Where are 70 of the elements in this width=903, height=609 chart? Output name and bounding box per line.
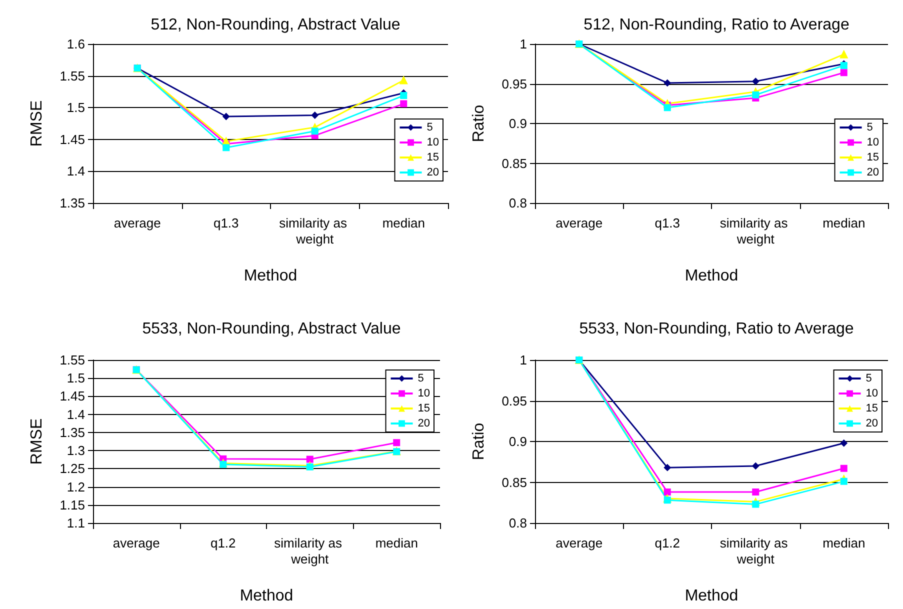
- y-tick-label: 1.1: [66, 516, 85, 530]
- y-tick-label: 1: [520, 36, 527, 52]
- y-axis-title: RMSE: [28, 418, 46, 465]
- x-axis-title: Method: [684, 588, 738, 604]
- legend-label: 5: [866, 372, 872, 384]
- y-tick-label: 1.5: [66, 370, 85, 386]
- legend-label: 15: [866, 152, 880, 164]
- x-tick-label: q1.2: [210, 536, 236, 550]
- y-tick-label: 0.95: [502, 76, 527, 92]
- y-tick-label: 1.45: [60, 388, 85, 404]
- y-axis-title: Ratio: [470, 104, 488, 142]
- x-tick-label: q1.3: [213, 216, 239, 230]
- y-tick-label: 1.2: [66, 479, 85, 494]
- chart-title: 512, Non-Rounding, Ratio to Average: [584, 16, 850, 34]
- y-tick-label: 0.9: [508, 434, 527, 449]
- y-axis-title: Ratio: [470, 422, 488, 460]
- legend-label: 20: [426, 166, 440, 178]
- x-axis-title: Method: [244, 268, 298, 284]
- legend-label: 5: [418, 372, 424, 384]
- legend-label: 20: [866, 418, 878, 430]
- legend-label: 20: [866, 166, 880, 178]
- x-tick-label: similarity as weight: [720, 536, 792, 566]
- y-tick-label: 0.95: [502, 393, 527, 408]
- x-tick-label: median: [822, 216, 866, 230]
- x-tick-label: median: [375, 536, 418, 550]
- y-tick-label: 1.4: [66, 406, 85, 422]
- y-tick-label: 1.55: [60, 352, 85, 368]
- y-tick-label: 1.4: [66, 164, 85, 179]
- x-axis-title: Method: [240, 588, 294, 604]
- legend-label: 10: [426, 136, 440, 148]
- y-axis-title: RMSE: [28, 100, 46, 147]
- y-tick-label: 1.25: [60, 461, 85, 476]
- y-tick-label: 0.9: [508, 116, 527, 131]
- x-tick-label: average: [112, 536, 160, 550]
- legend-label: 5: [426, 122, 433, 134]
- y-tick-label: 1.35: [60, 196, 85, 210]
- y-tick-label: 1.45: [60, 132, 85, 147]
- y-tick-label: 0.85: [502, 474, 527, 490]
- x-tick-label: average: [114, 216, 161, 230]
- x-tick-label: similarity as weight: [274, 536, 346, 566]
- x-tick-label: median: [382, 216, 425, 230]
- y-tick-label: 1.15: [60, 497, 85, 512]
- chart-title: 5533, Non-Rounding, Ratio to Average: [579, 320, 854, 338]
- legend-label: 10: [418, 388, 430, 400]
- legend-label: 10: [866, 388, 878, 400]
- legend-label: 5: [866, 122, 873, 134]
- y-tick-label: 1.6: [66, 36, 85, 52]
- x-tick-label: q1.3: [654, 216, 680, 230]
- y-tick-label: 1.5: [66, 100, 85, 116]
- x-axis-title: Method: [684, 268, 738, 284]
- y-tick-label: 1.3: [66, 443, 85, 458]
- x-tick-label: average: [556, 536, 603, 550]
- chart-title: 512, Non-Rounding, Abstract Value: [150, 16, 400, 34]
- y-tick-label: 1: [520, 352, 527, 368]
- x-tick-label: median: [822, 536, 866, 550]
- legend-label: 15: [426, 152, 440, 164]
- x-tick-label: similarity as weight: [279, 216, 351, 246]
- y-tick-label: 1.55: [60, 68, 85, 84]
- y-tick-label: 0.8: [508, 196, 527, 210]
- legend-label: 15: [418, 402, 430, 414]
- y-tick-label: 0.85: [502, 156, 527, 171]
- x-tick-label: average: [556, 216, 603, 230]
- y-tick-label: 1.35: [60, 424, 85, 440]
- y-tick-label: 0.8: [508, 516, 527, 530]
- legend-label: 20: [418, 418, 430, 430]
- x-tick-label: similarity as weight: [720, 216, 792, 246]
- x-tick-label: q1.2: [654, 536, 680, 550]
- chart-title: 5533, Non-Rounding, Abstract Value: [142, 320, 401, 338]
- legend-label: 15: [866, 402, 878, 414]
- legend-label: 10: [866, 136, 880, 148]
